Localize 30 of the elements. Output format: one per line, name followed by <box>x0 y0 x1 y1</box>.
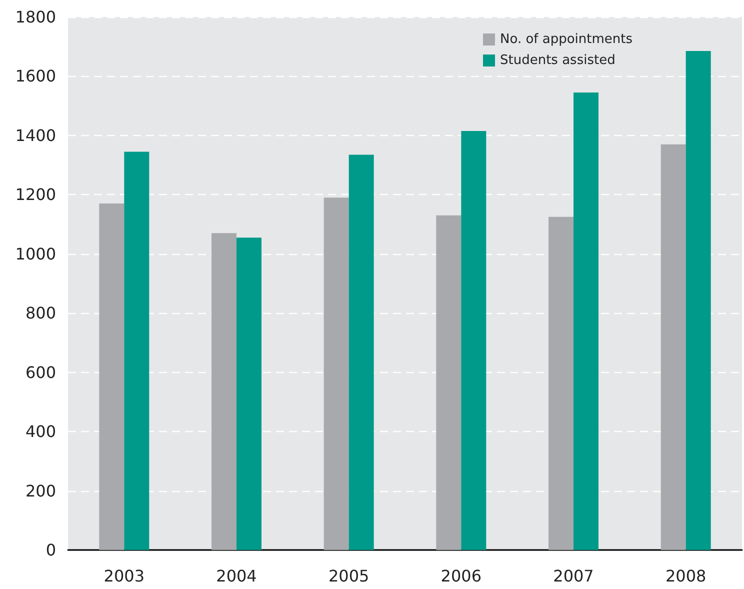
bar <box>124 152 150 550</box>
bar <box>686 51 711 550</box>
bar <box>548 216 574 550</box>
legend-label: No. of appointments <box>500 32 633 47</box>
bar <box>212 233 236 550</box>
x-tick-label: 2003 <box>104 566 145 586</box>
y-tick-label: 200 <box>25 481 56 500</box>
bar <box>461 131 486 550</box>
bar <box>324 198 349 550</box>
x-tick-label: 2008 <box>665 566 706 586</box>
x-tick-label: 2007 <box>553 566 594 586</box>
y-tick-label: 1400 <box>15 126 56 145</box>
x-tick-label: 2004 <box>216 566 257 586</box>
y-tick-label: 0 <box>46 540 56 560</box>
x-tick-label: 2005 <box>328 566 370 586</box>
y-tick-label: 1600 <box>15 66 56 86</box>
bar <box>348 154 374 550</box>
y-tick-label: 1000 <box>15 244 56 264</box>
y-tick-label: 800 <box>25 304 56 323</box>
y-tick-label: 1800 <box>15 8 56 26</box>
y-tick-label: 600 <box>25 362 56 382</box>
x-tick-label: 2006 <box>440 566 482 586</box>
bar <box>436 215 462 550</box>
bar <box>574 92 598 550</box>
y-tick-label: 400 <box>25 422 56 442</box>
bar <box>99 204 124 550</box>
legend-label: Students assisted <box>500 53 616 68</box>
bar <box>660 144 686 550</box>
y-tick-label: 1200 <box>15 185 56 204</box>
bar <box>236 238 262 550</box>
